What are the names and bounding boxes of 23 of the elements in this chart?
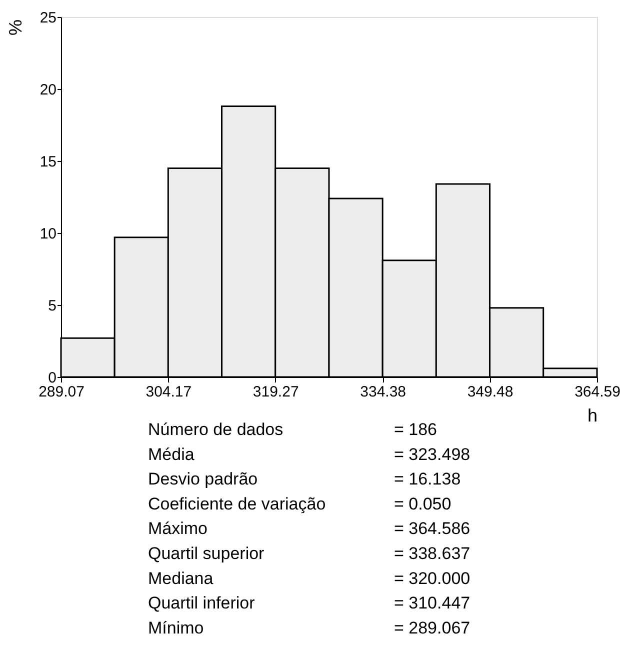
x-tick-label: 364.59: [574, 384, 620, 400]
text: Desvio padrão = 16.138: [148, 470, 461, 489]
text: Quartil superior = 338.637: [148, 544, 470, 563]
text: Número de dados = 186: [148, 420, 438, 439]
text: Média = 323.498: [148, 444, 470, 464]
text: Máximo = 364.586: [148, 519, 470, 538]
x-tick-label: 334.38: [360, 384, 406, 400]
text: Mínimo = 289.067: [148, 618, 470, 638]
y-tick-label: 5: [48, 298, 56, 314]
x-tick-label: 304.17: [146, 384, 192, 400]
y-tick-label: 20: [40, 82, 56, 98]
x-tick-label: 319.27: [252, 384, 299, 400]
y-tick-label: 10: [40, 226, 56, 242]
text: Mediana = 320.000: [148, 568, 470, 588]
x-tick-label: 349.48: [467, 384, 514, 400]
y-tick-label: 0: [48, 370, 56, 386]
y-tick-label: 25: [40, 10, 56, 26]
y-axis-title: %: [6, 19, 26, 36]
x-tick-label: 289.07: [38, 384, 84, 400]
text: Coeficiente de variação = 0.050: [148, 494, 452, 514]
x-axis-title: h: [587, 406, 598, 426]
y-tick-label: 15: [40, 154, 56, 170]
text: Quartil inferior = 310.447: [148, 594, 470, 613]
